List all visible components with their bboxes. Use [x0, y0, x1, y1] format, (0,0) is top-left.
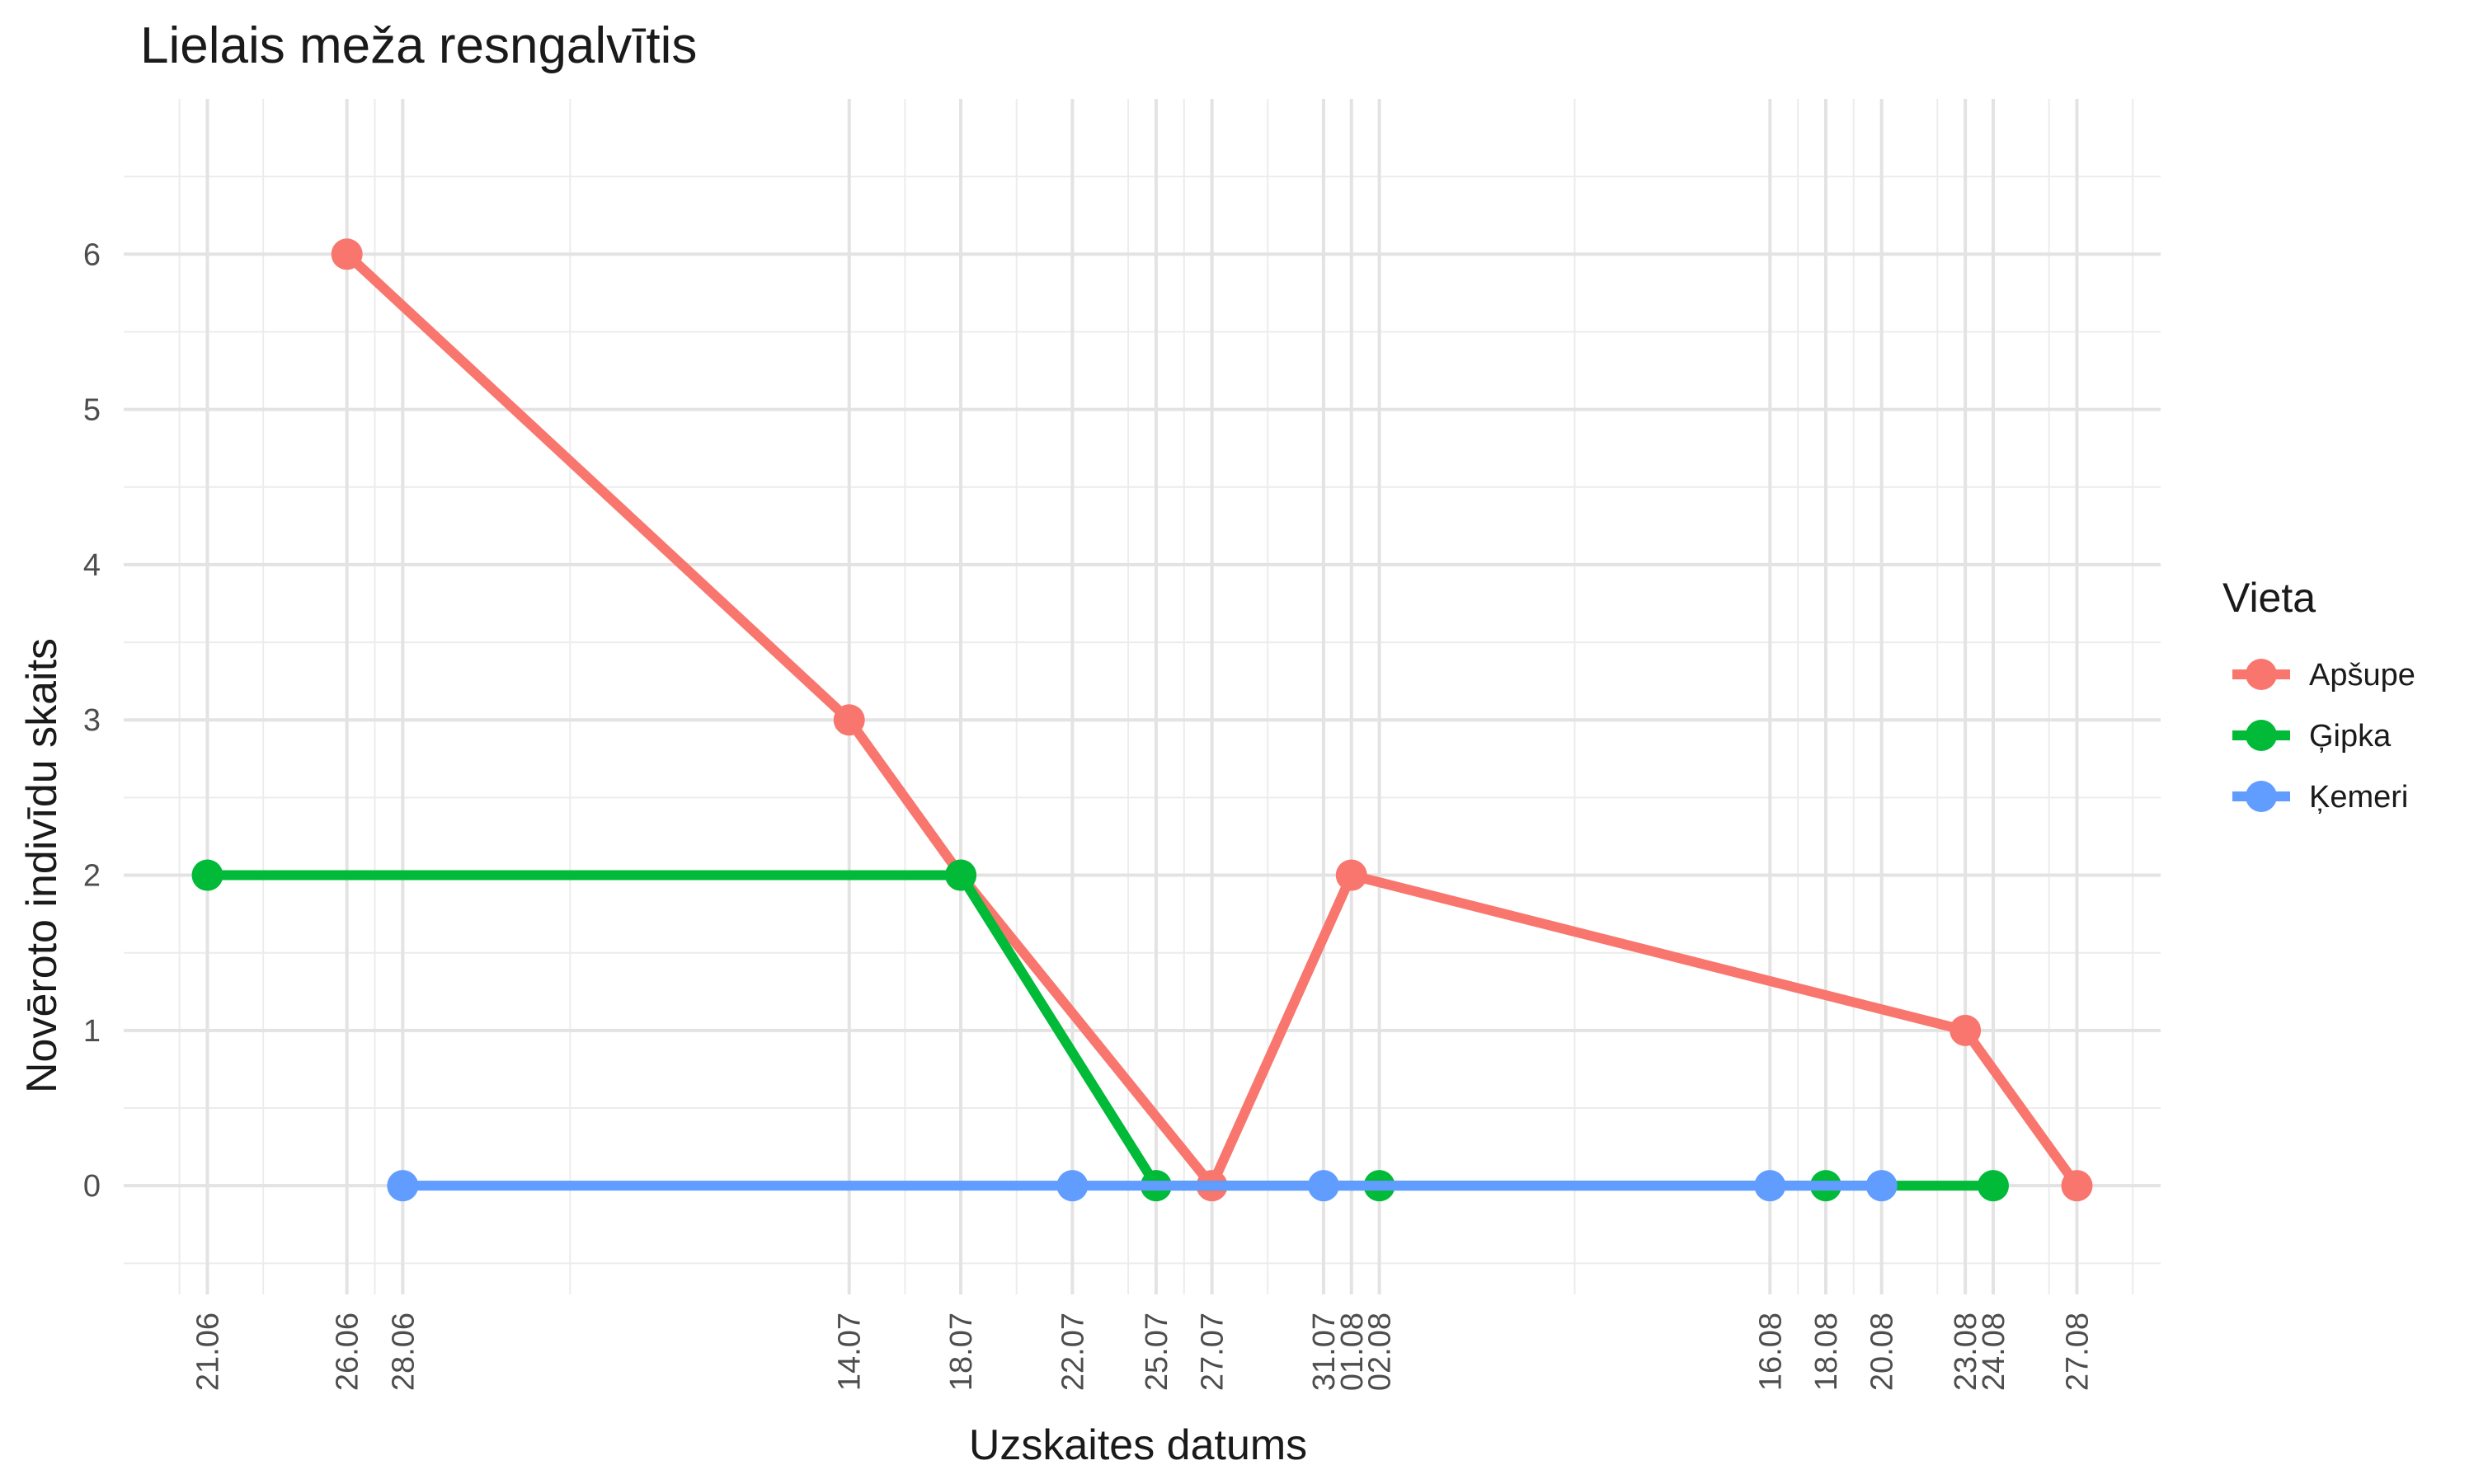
x-tick-label: 18.07 — [944, 1313, 979, 1391]
x-tick-label: 27.07 — [1196, 1313, 1230, 1391]
legend-label: Apšupe — [2309, 658, 2415, 693]
x-axis-title: Uzskaites datums — [969, 1421, 1307, 1469]
x-tick-label: 24.08 — [1977, 1313, 2011, 1391]
x-tick-label: 31.07 — [1307, 1313, 1342, 1391]
y-tick-label: 1 — [83, 1014, 101, 1049]
legend-item: Ģipka — [2232, 719, 2392, 754]
y-tick-label: 0 — [83, 1169, 101, 1204]
data-point — [1056, 1170, 1089, 1202]
x-tick-label: 21.06 — [191, 1313, 226, 1391]
data-point — [387, 1170, 419, 1202]
x-tick-label: 14.07 — [833, 1313, 868, 1391]
legend-label: Ķemeri — [2309, 780, 2408, 815]
x-tick-label: 28.06 — [386, 1313, 421, 1391]
legend-key-point — [2246, 659, 2277, 690]
minor-gridlines — [124, 99, 2161, 1294]
data-point — [1977, 1170, 2009, 1202]
legend-title: Vieta — [2222, 575, 2316, 621]
x-axis-ticks: 21.06 26.06 28.06 14.07 18.07 22.07 25.07 27.07… — [191, 1313, 2095, 1391]
x-tick-label: 22.07 — [1056, 1313, 1090, 1391]
y-tick-label: 3 — [83, 703, 101, 738]
data-point — [945, 859, 977, 891]
data-point — [1754, 1170, 1786, 1202]
legend-item: Ķemeri — [2232, 780, 2408, 815]
data-point — [1307, 1170, 1339, 1202]
legend-key-point — [2246, 720, 2277, 751]
y-tick-label: 6 — [83, 237, 101, 272]
data-point — [833, 704, 865, 736]
chart-title: Lielais meža resngalvītis — [140, 17, 697, 74]
x-tick-label: 23.08 — [1949, 1313, 1983, 1391]
legend: Vieta Apšupe Ģipka Ķemeri — [2222, 575, 2415, 815]
x-tick-label: 02.08 — [1363, 1313, 1398, 1391]
x-tick-label: 25.07 — [1140, 1313, 1174, 1391]
x-tick-label: 20.08 — [1865, 1313, 1900, 1391]
x-tick-label: 18.08 — [1809, 1313, 1844, 1391]
y-axis-ticks: 0 1 2 3 4 5 6 — [83, 237, 101, 1204]
series-layer — [191, 238, 2093, 1202]
data-point — [2061, 1170, 2093, 1202]
y-tick-label: 2 — [83, 859, 101, 894]
legend-item: Apšupe — [2232, 658, 2415, 693]
legend-label: Ģipka — [2309, 719, 2392, 754]
data-point — [1950, 1014, 1982, 1046]
data-point — [331, 238, 363, 270]
x-tick-label: 27.08 — [2060, 1313, 2095, 1391]
y-tick-label: 4 — [83, 548, 101, 583]
data-point — [191, 859, 223, 891]
data-point — [1865, 1170, 1898, 1202]
major-gridlines — [124, 99, 2161, 1294]
legend-items: Apšupe Ģipka Ķemeri — [2232, 658, 2415, 815]
legend-key-point — [2246, 781, 2277, 812]
x-tick-label: 01.08 — [1335, 1313, 1370, 1391]
x-tick-label: 16.08 — [1753, 1313, 1788, 1391]
data-point — [1335, 859, 1367, 891]
series-3 — [387, 1170, 1898, 1202]
x-tick-label: 26.06 — [331, 1313, 365, 1391]
y-axis-title: Novēroto indivīdu skaits — [18, 638, 66, 1093]
y-tick-label: 5 — [83, 393, 101, 428]
